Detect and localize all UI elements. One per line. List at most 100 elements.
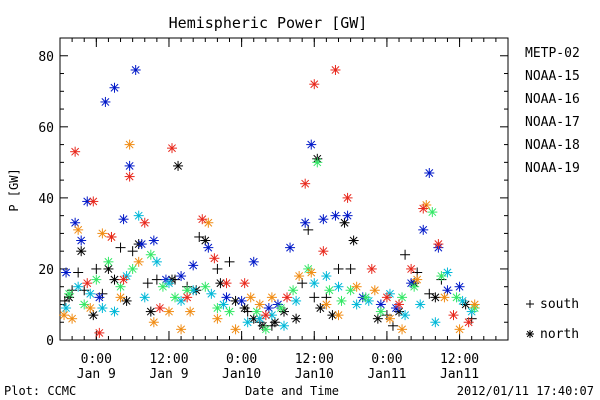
data-point <box>318 246 329 257</box>
data-point <box>230 324 241 335</box>
data-point <box>333 263 344 274</box>
data-point <box>118 274 129 285</box>
data-point <box>109 306 120 317</box>
data-point <box>282 292 293 303</box>
x-tick-time-label: 0:00 <box>371 352 402 367</box>
data-point <box>203 242 214 253</box>
x-tick-day-label: Jan11 <box>440 367 479 382</box>
data-point <box>61 267 72 278</box>
data-point <box>245 292 256 303</box>
data-point <box>124 160 135 171</box>
data-point <box>427 207 438 218</box>
data-point <box>200 281 211 292</box>
data-point <box>294 271 305 282</box>
data-point <box>200 235 211 246</box>
data-point <box>136 239 147 250</box>
data-point <box>448 310 459 321</box>
data-point <box>194 231 205 242</box>
data-point <box>176 295 187 306</box>
data-point <box>254 299 265 310</box>
data-point <box>151 256 162 267</box>
data-point <box>400 249 411 260</box>
data-point <box>263 303 274 314</box>
data-point <box>312 157 323 168</box>
data-point <box>170 292 181 303</box>
data-point <box>103 263 114 274</box>
data-point <box>97 303 108 314</box>
data-point <box>321 299 332 310</box>
series-noaa-18-star <box>59 139 480 335</box>
data-point <box>124 171 135 182</box>
data-point <box>375 306 386 317</box>
data-point <box>275 303 286 314</box>
x-tick-time-label: 12:00 <box>295 352 334 367</box>
data-point <box>351 281 362 292</box>
data-point <box>124 139 135 150</box>
data-point <box>70 217 81 228</box>
data-point <box>197 214 208 225</box>
marker-legend-south <box>526 300 534 308</box>
data-point <box>463 317 474 328</box>
data-point <box>430 317 441 328</box>
data-point <box>291 295 302 306</box>
data-point <box>300 178 311 189</box>
data-point <box>418 203 429 214</box>
chart-title: Hemispheric Power [GW] <box>169 14 368 32</box>
plot-credit: Plot: CCMC <box>4 384 76 398</box>
data-point <box>109 274 120 285</box>
data-point <box>115 292 126 303</box>
data-point <box>330 64 341 75</box>
data-point <box>442 267 453 278</box>
data-point <box>254 313 265 324</box>
data-point <box>121 295 132 306</box>
data-point <box>387 320 398 331</box>
data-point <box>109 82 120 93</box>
series-metp-02-plus <box>59 224 477 331</box>
data-point <box>185 306 196 317</box>
y-tick-label: 60 <box>38 121 54 136</box>
data-point <box>218 299 229 310</box>
data-point <box>239 278 250 289</box>
data-point <box>103 256 114 267</box>
data-point <box>82 278 93 289</box>
legend-entry: NOAA-19 <box>525 161 580 176</box>
y-tick-label: 40 <box>38 192 54 207</box>
axes <box>59 37 509 341</box>
data-point <box>188 285 199 296</box>
data-point <box>70 146 81 157</box>
data-point <box>345 263 356 274</box>
data-point <box>309 278 320 289</box>
data-point <box>369 285 380 296</box>
data-point <box>206 288 217 299</box>
data-point <box>451 292 462 303</box>
x-tick-day-label: Jan 9 <box>149 367 188 382</box>
data-point <box>106 231 117 242</box>
data-point <box>306 267 317 278</box>
data-point <box>309 79 320 90</box>
x-tick-time-label: 0:00 <box>226 352 257 367</box>
series-noaa-19-star <box>70 64 474 338</box>
data-point <box>100 96 111 107</box>
data-point <box>336 295 347 306</box>
data-point <box>91 263 102 274</box>
data-point <box>236 295 247 306</box>
x-tick-day-label: Jan11 <box>367 367 406 382</box>
plot-frame <box>59 37 509 341</box>
data-point <box>67 313 78 324</box>
data-point <box>397 324 408 335</box>
data-point <box>318 214 329 225</box>
data-point <box>303 224 314 235</box>
data-point <box>430 292 441 303</box>
x-axis-label: Date and Time <box>245 384 339 398</box>
data-point <box>248 256 259 267</box>
data-point <box>157 281 168 292</box>
data-point <box>454 324 465 335</box>
data-point <box>163 278 174 289</box>
data-point <box>339 217 350 228</box>
legend-entry: NOAA-16 <box>525 92 580 107</box>
data-point <box>469 299 480 310</box>
data-marks <box>59 64 480 338</box>
data-point <box>91 274 102 285</box>
data-point <box>167 143 177 154</box>
